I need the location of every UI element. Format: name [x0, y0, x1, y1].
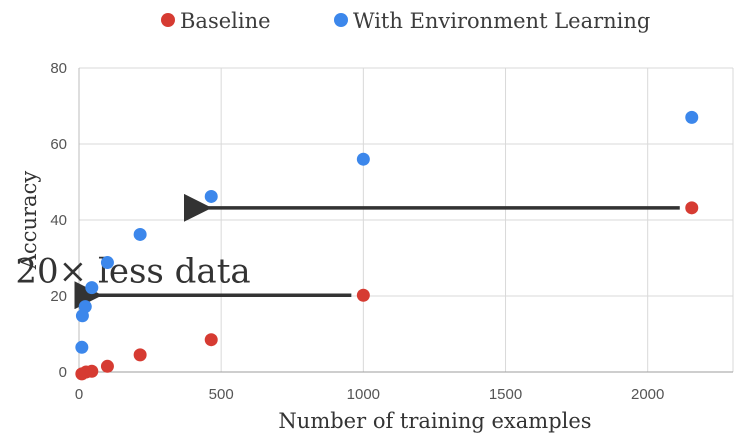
- x-axis-title: Number of training examples: [278, 409, 591, 433]
- environment-learning-point: [204, 189, 218, 203]
- legend-label-environment-learning: With Environment Learning: [353, 9, 650, 33]
- annotations: 20× less data: [15, 193, 680, 310]
- y-tick-label: 40: [50, 212, 67, 229]
- legend-item-environment-learning: With Environment Learning: [334, 9, 650, 33]
- x-tick-label: 500: [209, 386, 234, 403]
- data-points: [75, 110, 699, 381]
- x-tick-label: 1500: [489, 386, 522, 403]
- legend-marker-environment-learning: [334, 13, 348, 27]
- legend-label-baseline: Baseline: [180, 9, 271, 33]
- environment-learning-point: [685, 110, 699, 124]
- x-tick-label: 2000: [631, 386, 664, 403]
- environment-learning-point: [85, 281, 99, 295]
- x-tick-label: 0: [75, 386, 83, 403]
- baseline-point: [356, 288, 370, 302]
- y-axis-title: Accuracy: [17, 171, 41, 271]
- y-tick-label: 0: [59, 364, 67, 381]
- baseline-point: [133, 348, 147, 362]
- environment-learning-point: [133, 227, 147, 241]
- y-tick-labels: 0 20 40 60 80: [50, 60, 67, 381]
- environment-learning-point: [100, 256, 114, 270]
- baseline-point: [204, 333, 218, 347]
- gridlines: [79, 67, 734, 372]
- y-tick-label: 20: [50, 288, 67, 305]
- y-tick-label: 80: [50, 60, 67, 77]
- legend-item-baseline: Baseline: [161, 9, 271, 33]
- legend-marker-baseline: [161, 13, 175, 27]
- baseline-point: [100, 359, 114, 373]
- baseline-point: [685, 201, 699, 215]
- y-tick-label: 60: [50, 136, 67, 153]
- x-tick-label: 1000: [347, 386, 380, 403]
- annotation-text: 20× less data: [15, 251, 250, 291]
- baseline-point: [85, 364, 99, 378]
- legend: Baseline With Environment Learning: [161, 9, 650, 33]
- environment-learning-point: [75, 340, 89, 354]
- environment-learning-point: [78, 300, 92, 314]
- environment-learning-point: [356, 152, 370, 166]
- x-tick-labels: 0 500 1000 1500 2000: [75, 386, 665, 403]
- axes: [78, 68, 733, 373]
